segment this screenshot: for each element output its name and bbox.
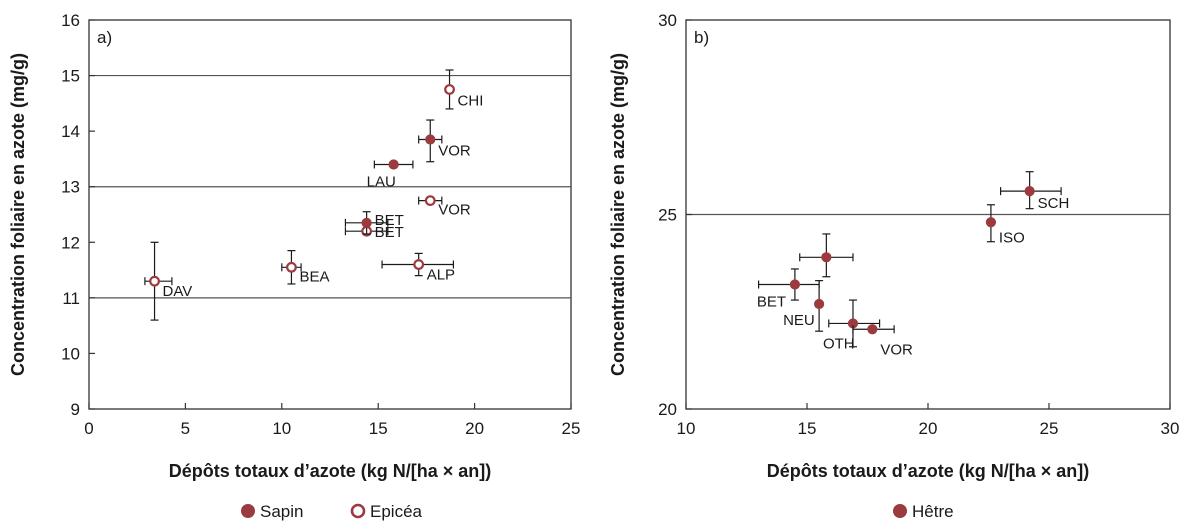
point-label: VOR [438,142,471,159]
point-label: LAU [367,173,396,190]
chart-panel-a: 0 5 10 15 20 25 9 10 11 12 13 14 15 16 a) Dépôts totaux… [8,11,580,521]
y-tick-label: 20 [658,400,677,419]
y-tick-label: 10 [61,344,80,363]
y-axis-title: Concentration foliaire en azote (mg/g) [608,53,628,376]
point-label: BET [757,294,786,311]
data-point-group: BEA [281,250,329,285]
data-point-group: VOR [418,119,471,163]
data-point-group: ALP [381,252,455,284]
x-tick-label: 20 [465,419,484,438]
point-label: BEA [299,268,329,285]
point-label: VOR [438,202,471,219]
point-label: NEU [783,312,815,329]
point-label: VOR [880,341,913,358]
data-point-group: BET [344,211,404,235]
point-label: OTH [823,335,855,352]
data-point-group: SCH [999,171,1070,212]
y-tick-label: 13 [61,178,80,197]
x-tick-label: 20 [919,419,938,438]
data-point-group: ISO [985,204,1025,246]
point-label: DAV [163,283,193,300]
data-point-filled [388,159,399,170]
data-point-open [444,84,455,95]
data-point-open [424,195,436,207]
data-point-filled [789,279,801,290]
legend-marker-filled [893,504,907,518]
data-point-filled [867,324,878,335]
data-point-filled [425,134,436,145]
data-point-group: VOR [418,195,471,219]
y-tick-label: 15 [61,67,80,86]
data-point-group: BET [344,224,404,241]
x-tick-label: 25 [562,419,581,438]
legend-label: Sapin [260,502,303,521]
point-label: BET [375,212,404,229]
y-tick-label: 14 [61,122,80,141]
x-tick-label: 10 [677,419,696,438]
x-tick-label: 15 [798,419,817,438]
legend-marker-filled [241,504,255,518]
data-point-group: OTH [823,299,881,352]
data-point-filled [821,252,832,263]
data-point-group: LAU [367,159,414,190]
data-point-group [799,233,854,278]
data-point-filled [361,217,372,228]
data-point-filled [1024,186,1035,197]
data-point-filled [814,298,825,310]
panel-tag: a) [97,28,112,47]
data-point-group: VOR [852,324,913,358]
y-tick-label: 9 [71,400,80,419]
data-point-open [149,275,160,287]
panel-tag: b) [694,28,709,47]
legend-marker-open [350,503,366,519]
x-axis-title: Dépôts totaux d’azote (kg N/[ha × an]) [767,461,1090,481]
point-label: ALP [427,267,455,284]
x-tick-label: 30 [1161,419,1180,438]
point-label: ISO [999,229,1025,246]
data-point-group: BET [757,268,820,311]
x-tick-label: 5 [181,419,190,438]
x-tick-label: 0 [84,419,93,438]
y-tick-label: 12 [61,233,80,252]
data-point-group: DAV [144,241,193,321]
y-axis-title: Concentration foliaire en azote (mg/g) [8,53,28,376]
point-label: CHI [458,92,484,109]
data-point-open [413,259,425,270]
legend-label: Epicéa [370,502,423,521]
x-tick-label: 10 [272,419,291,438]
data-point-open [286,261,297,273]
chart-panel-b: 10 15 20 25 30 20 25 30 b) Dépôts totaux d’azote … [608,11,1179,521]
x-tick-label: 15 [369,419,388,438]
y-tick-label: 25 [658,206,677,225]
plot-frame [88,19,572,410]
data-point-group: NEU [783,280,825,332]
data-point-filled [985,217,997,228]
legend-label: Hêtre [912,502,954,521]
point-label: BET [375,224,404,241]
x-axis-title: Dépôts totaux d’azote (kg N/[ha × an]) [169,461,492,481]
data-point-group: CHI [444,69,484,110]
y-tick-label: 30 [658,11,677,30]
y-tick-label: 11 [62,289,80,308]
x-tick-label: 25 [1040,419,1059,438]
point-label: SCH [1038,195,1070,212]
y-tick-label: 16 [61,11,80,30]
